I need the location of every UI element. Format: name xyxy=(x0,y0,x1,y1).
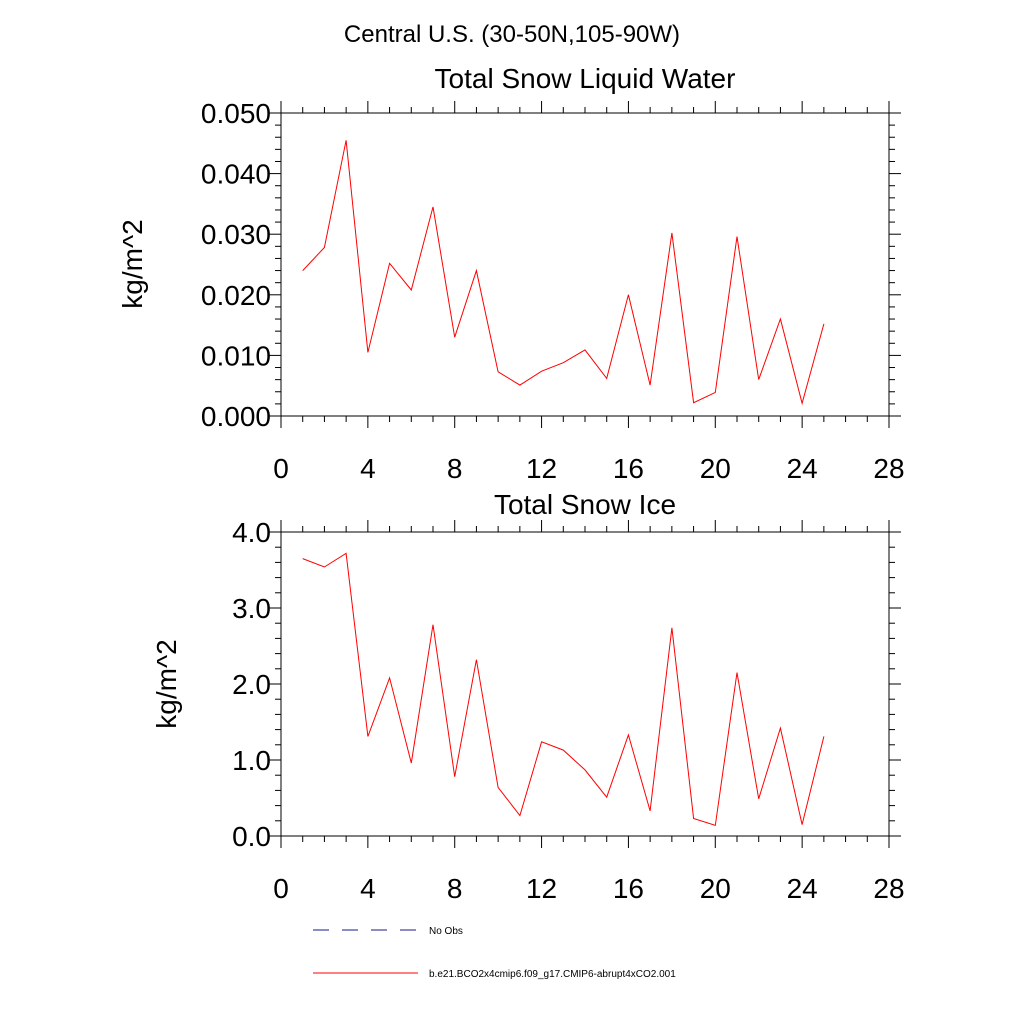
series-line xyxy=(302,552,825,827)
y-ticks: 0.0 1.0 2.0 3.0 4.0 xyxy=(232,517,901,852)
x-tick-label: 4 xyxy=(360,873,376,904)
y-ticks: 0.000 0.010 0.020 0.030 0.040 0.050 xyxy=(201,98,901,432)
y-tick-label: 1.0 xyxy=(232,745,271,776)
panel-snow-ice: Total Snow Ice kg/m^2 0 4 8 12 16 20 24 28 0.0 1… xyxy=(151,489,905,904)
y-tick-label: 0.010 xyxy=(201,340,271,371)
x-tick-label: 16 xyxy=(613,873,644,904)
x-tick-label: 8 xyxy=(447,873,463,904)
x-tick-label: 8 xyxy=(447,453,463,484)
x-tick-label: 20 xyxy=(700,873,731,904)
x-tick-label: 0 xyxy=(273,453,289,484)
x-ticks: 0 4 8 12 16 20 24 28 xyxy=(273,101,905,484)
legend-label-no-obs: No Obs xyxy=(429,926,463,937)
x-tick-label: 24 xyxy=(787,873,818,904)
panel-snow-liquid-water: Total Snow Liquid Water kg/m^2 0 4 8 12 16 20… xyxy=(117,63,905,484)
y-tick-label: 0.0 xyxy=(232,821,271,852)
legend: No Obs b.e21.BCO2x4cmip6.f09_g17.CMIP6-a… xyxy=(313,926,676,980)
plot-frame xyxy=(280,531,890,837)
x-tick-label: 12 xyxy=(526,453,557,484)
series-group xyxy=(302,552,825,827)
x-tick-label: 28 xyxy=(873,453,904,484)
series-line xyxy=(302,140,825,406)
y-tick-label: 0.030 xyxy=(201,219,271,250)
x-tick-label: 0 xyxy=(273,873,289,904)
chart-title: Total Snow Liquid Water xyxy=(435,63,736,94)
y-axis-label: kg/m^2 xyxy=(117,219,148,308)
y-tick-label: 0.020 xyxy=(201,280,271,311)
y-tick-label: 2.0 xyxy=(232,669,271,700)
y-tick-label: 0.000 xyxy=(201,401,271,432)
series-group xyxy=(302,140,825,406)
x-tick-label: 12 xyxy=(526,873,557,904)
y-tick-label: 3.0 xyxy=(232,593,271,624)
chart-title: Total Snow Ice xyxy=(494,489,676,520)
plot-frame xyxy=(280,112,890,417)
y-tick-label: 4.0 xyxy=(232,517,271,548)
region-title: Central U.S. (30-50N,105-90W) xyxy=(344,21,680,48)
x-tick-label: 20 xyxy=(700,453,731,484)
x-ticks: 0 4 8 12 16 20 24 28 xyxy=(273,520,905,904)
x-tick-label: 24 xyxy=(787,453,818,484)
x-tick-label: 28 xyxy=(873,873,904,904)
legend-label-model: b.e21.BCO2x4cmip6.f09_g17.CMIP6-abrupt4x… xyxy=(429,969,676,980)
y-axis-label: kg/m^2 xyxy=(151,639,182,728)
x-tick-label: 4 xyxy=(360,453,376,484)
y-tick-label: 0.040 xyxy=(201,159,271,190)
y-tick-label: 0.050 xyxy=(201,98,271,129)
x-tick-label: 16 xyxy=(613,453,644,484)
